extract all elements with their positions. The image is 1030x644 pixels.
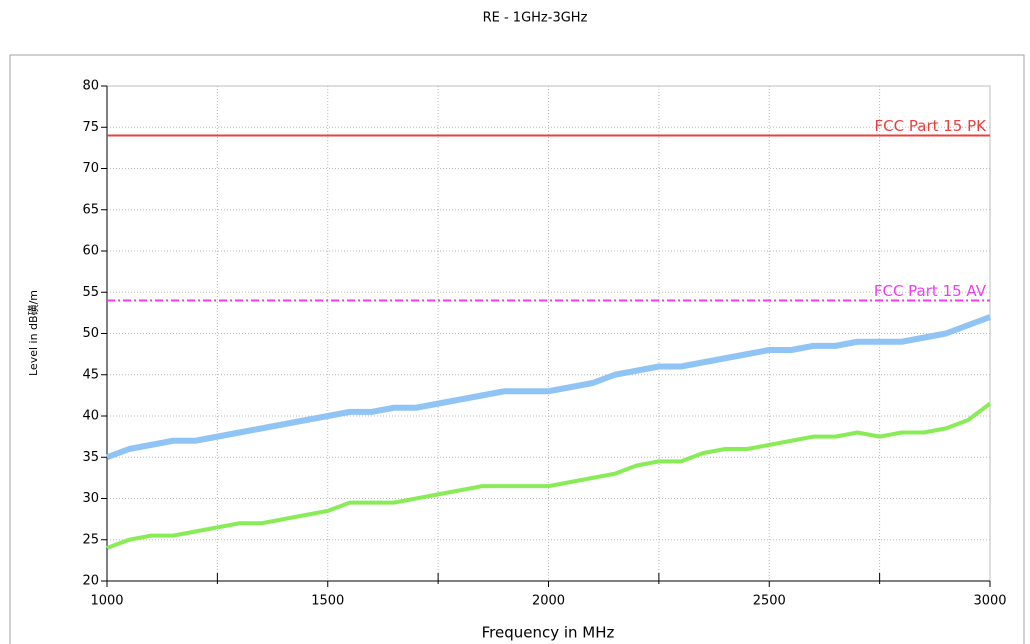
y-tick-label: 25 (82, 532, 99, 547)
limit-label: FCC Part 15 PK (875, 117, 988, 135)
y-tick-label: 55 (82, 285, 99, 300)
y-tick-label: 80 (82, 79, 99, 94)
chart-title: RE - 1GHz-3GHz (483, 11, 588, 26)
y-tick-label: 40 (82, 409, 99, 424)
y-tick-label: 60 (82, 244, 99, 259)
y-tick-label: 45 (82, 367, 99, 382)
y-tick-label: 50 (82, 326, 99, 341)
y-tick-label: 35 (82, 450, 99, 465)
y-axis-label: Level in dB磺/m (26, 290, 40, 376)
x-tick-label: 1000 (90, 594, 123, 609)
x-tick-label: 2000 (532, 594, 565, 609)
y-tick-label: 30 (82, 491, 99, 506)
y-tick-label: 70 (82, 161, 99, 176)
series-line (105, 314, 992, 461)
x-tick-label: 2500 (753, 594, 786, 609)
y-tick-label: 75 (82, 120, 99, 135)
y-tick-label: 20 (82, 574, 99, 589)
series-line (106, 402, 992, 550)
x-axis-label: Frequency in MHz (482, 624, 615, 642)
limit-label: FCC Part 15 AV (874, 282, 987, 300)
x-tick-label: 3000 (973, 594, 1006, 609)
panel-border (9, 54, 1025, 644)
x-tick-label: 1500 (311, 594, 344, 609)
y-tick-label: 65 (82, 202, 99, 217)
